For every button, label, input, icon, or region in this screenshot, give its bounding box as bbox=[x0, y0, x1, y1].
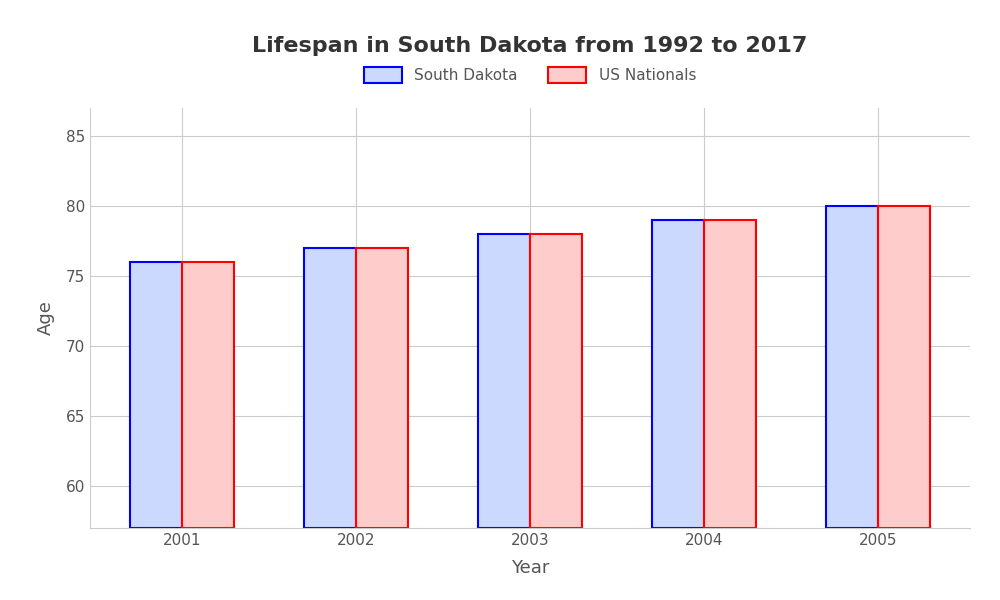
Y-axis label: Age: Age bbox=[37, 301, 55, 335]
Legend: South Dakota, US Nationals: South Dakota, US Nationals bbox=[358, 61, 702, 89]
Bar bbox=[530, 234, 582, 528]
Bar bbox=[478, 234, 530, 528]
Bar bbox=[878, 206, 930, 528]
Bar bbox=[826, 206, 878, 528]
Bar bbox=[652, 220, 704, 528]
Bar bbox=[356, 248, 408, 528]
Bar bbox=[182, 262, 234, 528]
Bar bbox=[704, 220, 756, 528]
X-axis label: Year: Year bbox=[511, 559, 549, 577]
Bar bbox=[130, 262, 182, 528]
Bar bbox=[304, 248, 356, 528]
Title: Lifespan in South Dakota from 1992 to 2017: Lifespan in South Dakota from 1992 to 20… bbox=[252, 37, 808, 56]
